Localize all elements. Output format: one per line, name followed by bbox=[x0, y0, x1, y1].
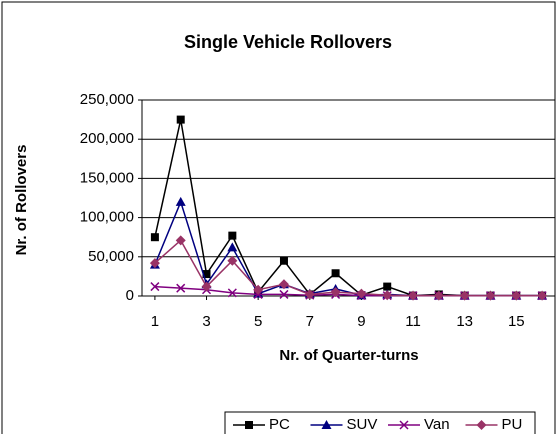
marker bbox=[176, 115, 185, 124]
y-tick-label: 50,000 bbox=[88, 248, 134, 265]
x-axis-label: Nr. of Quarter-turns bbox=[279, 347, 418, 364]
legend-marker bbox=[476, 420, 487, 430]
legend-marker bbox=[321, 420, 332, 429]
y-tick-label: 200,000 bbox=[80, 130, 134, 147]
marker bbox=[459, 290, 470, 301]
y-axis-label: Nr. of Rollovers bbox=[13, 145, 30, 256]
legend-label: SUV bbox=[347, 416, 378, 433]
marker bbox=[537, 290, 548, 301]
marker bbox=[278, 279, 289, 290]
x-tick-label: 1 bbox=[151, 313, 159, 330]
legend-label: Van bbox=[424, 416, 450, 433]
marker bbox=[356, 288, 367, 299]
x-tick-label: 7 bbox=[306, 313, 314, 330]
legend-marker bbox=[399, 420, 409, 430]
series-line bbox=[154, 239, 543, 297]
marker bbox=[511, 290, 522, 301]
legend-label: PU bbox=[502, 416, 523, 433]
x-tick-label: 3 bbox=[202, 313, 210, 330]
marker bbox=[176, 283, 186, 293]
marker bbox=[227, 242, 238, 252]
marker bbox=[253, 284, 264, 295]
marker bbox=[227, 288, 237, 298]
x-tick-label: 5 bbox=[254, 313, 262, 330]
marker bbox=[150, 282, 160, 292]
marker bbox=[433, 290, 444, 301]
marker bbox=[201, 281, 212, 292]
marker bbox=[382, 290, 393, 301]
x-tick-label: 15 bbox=[508, 313, 525, 330]
marker bbox=[227, 255, 238, 266]
legend-box bbox=[224, 411, 536, 434]
marker bbox=[304, 289, 315, 300]
x-tick-label: 13 bbox=[456, 313, 473, 330]
marker bbox=[175, 196, 186, 206]
x-tick-label: 9 bbox=[357, 313, 365, 330]
x-tick-label: 11 bbox=[405, 313, 421, 330]
marker bbox=[279, 256, 288, 265]
marker bbox=[150, 233, 159, 242]
y-tick-label: 250,000 bbox=[80, 91, 134, 108]
marker bbox=[175, 235, 186, 246]
marker bbox=[279, 289, 289, 299]
y-tick-label: 150,000 bbox=[80, 169, 134, 186]
marker bbox=[202, 270, 211, 279]
marker bbox=[485, 290, 496, 301]
y-tick-label: 100,000 bbox=[80, 209, 134, 226]
marker bbox=[228, 231, 237, 240]
legend-label: PC bbox=[269, 416, 290, 433]
legend-marker bbox=[245, 421, 253, 429]
marker bbox=[331, 269, 340, 278]
chart-title: Single Vehicle Rollovers bbox=[184, 32, 392, 52]
marker bbox=[383, 282, 392, 291]
marker bbox=[408, 290, 419, 301]
marker bbox=[330, 287, 341, 298]
y-tick-label: 0 bbox=[126, 287, 134, 304]
marker bbox=[149, 258, 160, 269]
